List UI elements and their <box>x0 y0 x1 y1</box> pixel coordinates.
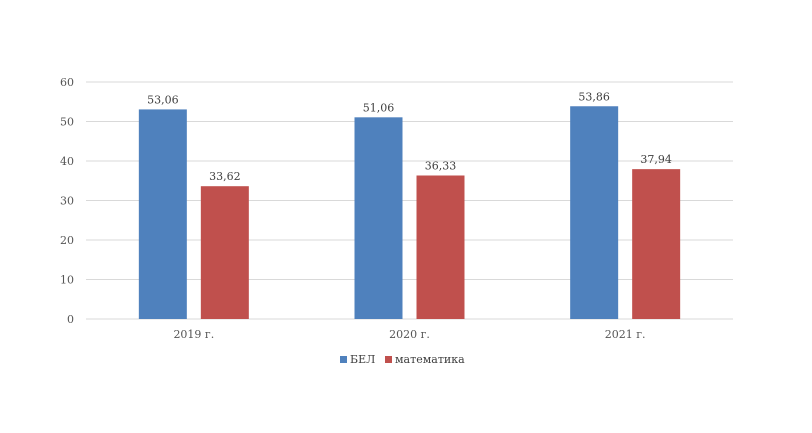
bar <box>200 186 249 319</box>
data-labels: 53,06 33,62 51,06 36,33 53,86 37,94 <box>147 90 672 183</box>
y-tick-label: 10 <box>60 274 74 287</box>
bars <box>138 106 681 320</box>
data-label: 53,86 <box>578 90 610 103</box>
y-tick-label: 50 <box>60 116 74 129</box>
legend-label: БЕЛ <box>350 353 375 366</box>
x-axis-ticks: 2019 г. 2020 г. 2021 г. <box>173 328 645 341</box>
x-tick-label: 2019 г. <box>173 328 214 341</box>
bar <box>138 109 187 320</box>
data-label: 37,94 <box>640 153 672 166</box>
data-label: 36,33 <box>425 159 457 172</box>
y-tick-label: 40 <box>60 155 74 168</box>
data-label: 33,62 <box>209 170 241 183</box>
y-tick-label: 60 <box>60 76 74 89</box>
legend: БЕЛ математика <box>340 353 465 366</box>
legend-swatch <box>385 356 392 363</box>
y-tick-label: 0 <box>67 313 74 326</box>
data-label: 51,06 <box>363 101 395 114</box>
x-tick-label: 2020 г. <box>389 328 430 341</box>
y-tick-label: 30 <box>60 195 74 208</box>
y-axis-ticks: 0 10 20 30 40 50 60 <box>60 76 74 326</box>
data-label: 53,06 <box>147 93 179 106</box>
legend-label: математика <box>395 353 465 366</box>
bar <box>416 175 465 319</box>
x-tick-label: 2021 г. <box>605 328 646 341</box>
gridlines <box>86 81 733 320</box>
legend-swatch <box>340 356 347 363</box>
bar <box>632 169 681 319</box>
bar <box>570 106 619 320</box>
y-tick-label: 20 <box>60 234 74 247</box>
bar <box>354 117 403 319</box>
